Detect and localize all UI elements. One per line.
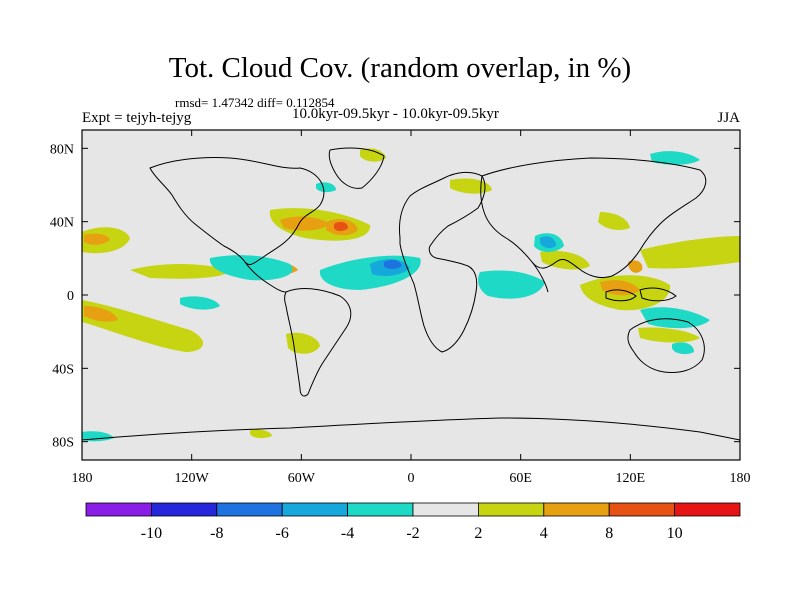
coastline — [531, 261, 549, 293]
x-axis: 180 120W 60W 0 60E 120E 180 — [72, 130, 751, 486]
x-tick-label: 60W — [288, 471, 316, 486]
coastline — [627, 318, 705, 373]
colorbar-box — [412, 502, 479, 517]
anomaly-patch — [638, 327, 700, 343]
anomaly-patch — [478, 270, 545, 299]
y-axis: 80N 40N 0 40S 80S — [50, 142, 740, 451]
x-tick-label: 0 — [408, 471, 415, 486]
colorbar-box — [674, 502, 741, 517]
x-tick-label: 180 — [72, 471, 93, 486]
coastline — [284, 288, 352, 397]
anomaly-patch — [84, 306, 118, 322]
colorbar-box — [216, 502, 283, 517]
anomaly-patch — [640, 307, 710, 329]
y-tick-label: 80S — [52, 436, 74, 451]
coastline — [605, 289, 637, 302]
anomaly-patch — [209, 255, 293, 281]
anomaly-patch — [598, 212, 630, 230]
colorbar-label: 10 — [667, 525, 683, 542]
coastline — [81, 417, 741, 441]
coastline — [639, 287, 677, 302]
anomaly-patch — [84, 233, 110, 245]
x-tick-label: 120E — [616, 471, 646, 486]
colorbar-label: 4 — [540, 525, 548, 542]
colorbar-label: -8 — [210, 525, 223, 542]
anomaly-patches — [82, 148, 740, 442]
colorbar-label: -10 — [141, 525, 162, 542]
colorbar-label: 2 — [474, 525, 482, 542]
colorbar-label: -4 — [341, 525, 354, 542]
x-tick-label: 60E — [509, 471, 532, 486]
anomaly-patch — [628, 260, 643, 273]
anomaly-patch — [600, 280, 640, 296]
y-tick-label: 40N — [50, 216, 74, 231]
anomaly-patch — [316, 182, 336, 193]
coastline — [399, 171, 486, 353]
period-label: 10.0kyr-09.5kyr - 10.0kyr-09.5kyr — [292, 106, 499, 122]
colorbar-box — [543, 502, 610, 517]
anomaly-patch — [672, 342, 694, 355]
anomaly-patch — [280, 216, 330, 231]
colorbar-label: -6 — [276, 525, 289, 542]
anomaly-patch — [180, 296, 220, 310]
colorbar-label: 8 — [605, 525, 613, 542]
colorbar-box — [281, 502, 349, 517]
y-tick-label: 40S — [52, 362, 74, 377]
colorbar-box — [85, 502, 152, 517]
season-label: JJA — [717, 110, 740, 126]
anomaly-patch — [334, 221, 348, 231]
anomaly-patch — [82, 431, 114, 442]
coastline — [480, 157, 707, 279]
colorbar-box — [150, 502, 218, 517]
anomaly-patch — [540, 236, 556, 249]
stats-label: rmsd= 1.47342 diff= 0.112854 — [175, 95, 335, 110]
x-tick-label: 120W — [175, 471, 210, 486]
map-title: Tot. Cloud Cov. (random overlap, in %) — [168, 52, 632, 84]
anomaly-patch — [250, 429, 272, 439]
anomaly-patch — [384, 259, 402, 269]
colorbar-box — [347, 502, 414, 517]
coastline — [149, 157, 325, 265]
colorbar-label: -2 — [406, 525, 419, 542]
experiment-label: Expt = tejyh-tejyg — [82, 110, 192, 126]
coastline — [244, 261, 287, 293]
anomaly-patch — [130, 264, 230, 279]
y-tick-label: 0 — [67, 289, 74, 304]
anomaly-patch — [650, 151, 700, 165]
coastlines — [81, 147, 741, 441]
anomaly-patch — [360, 148, 386, 162]
x-tick-label: 180 — [730, 471, 751, 486]
colorbar: -10 -8 -6 -4 -2 2 4 8 10 — [85, 502, 741, 542]
colorbar-box — [608, 502, 676, 517]
anomaly-patch — [82, 300, 204, 352]
anomaly-patch — [640, 236, 740, 269]
coastline — [328, 147, 385, 189]
colorbar-box — [477, 502, 545, 517]
y-tick-label: 80N — [50, 142, 74, 157]
